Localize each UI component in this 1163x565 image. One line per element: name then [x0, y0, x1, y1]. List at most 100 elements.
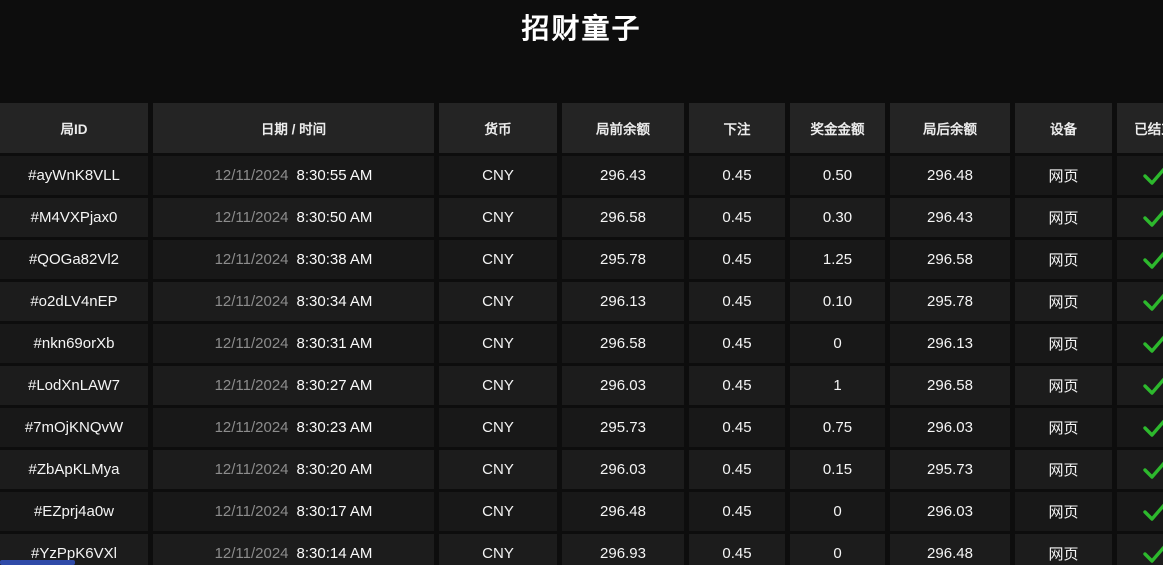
date-text: 12/11/2024 — [214, 377, 289, 394]
table-row: #EZprj4a0w 12/11/2024 8:30:17 AM CNY 296… — [0, 492, 1163, 531]
currency-cell: CNY — [439, 366, 557, 405]
round-id: #7mOjKNQvW — [24, 419, 124, 436]
settled-check-icon — [1142, 167, 1163, 185]
table-row: #YzPpK6VXl 12/11/2024 8:30:14 AM CNY 296… — [0, 534, 1163, 565]
datetime-cell: 12/11/2024 8:30:27 AM — [153, 366, 434, 405]
balance-after-cell: 295.73 — [890, 450, 1010, 489]
win-amount-cell: 0.75 — [790, 408, 885, 447]
win-amount-value: 0 — [833, 503, 842, 520]
column-header-label: 设备 — [1050, 122, 1077, 137]
win-amount-value: 0.15 — [822, 461, 853, 478]
settled-cell — [1117, 240, 1163, 279]
balance-after-value: 296.13 — [927, 335, 973, 352]
settled-cell — [1117, 450, 1163, 489]
round-id: #nkn69orXb — [33, 335, 115, 352]
table-row: #M4VXPjax0 12/11/2024 8:30:50 AM CNY 296… — [0, 198, 1163, 237]
balance-after-value: 295.78 — [927, 293, 973, 310]
bet-value: 0.45 — [722, 167, 752, 184]
date-text: 12/11/2024 — [214, 461, 289, 478]
time-text: 8:30:38 AM — [296, 251, 373, 268]
settled-check-icon — [1142, 293, 1163, 311]
datetime-cell: 12/11/2024 8:30:55 AM — [153, 156, 434, 195]
balance-after-cell: 296.58 — [890, 240, 1010, 279]
datetime-cell: 12/11/2024 8:30:23 AM — [153, 408, 434, 447]
settled-check-icon — [1142, 335, 1163, 353]
currency-cell: CNY — [439, 282, 557, 321]
device-text: 网页 — [1048, 462, 1079, 479]
device-cell: 网页 — [1015, 324, 1112, 363]
round-id-cell: #QOGa82Vl2 — [0, 240, 148, 279]
settled-cell — [1117, 492, 1163, 531]
currency-text: CNY — [482, 419, 514, 436]
currency-cell: CNY — [439, 492, 557, 531]
settled-check-icon — [1142, 377, 1163, 395]
currency-text: CNY — [482, 545, 514, 562]
currency-text: CNY — [482, 377, 514, 394]
column-header-label: 货币 — [484, 122, 512, 137]
round-id-cell: #7mOjKNQvW — [0, 408, 148, 447]
balance-after-cell: 296.03 — [890, 408, 1010, 447]
settled-cell — [1117, 408, 1163, 447]
balance-before-cell: 296.58 — [562, 324, 684, 363]
bet-cell: 0.45 — [689, 324, 785, 363]
win-amount-value: 1 — [833, 377, 842, 394]
win-amount-cell: 0.10 — [790, 282, 885, 321]
round-id-cell: #M4VXPjax0 — [0, 198, 148, 237]
bet-cell: 0.45 — [689, 156, 785, 195]
device-text: 网页 — [1048, 546, 1079, 563]
balance-after-value: 296.03 — [927, 503, 973, 520]
datetime-cell: 12/11/2024 8:30:38 AM — [153, 240, 434, 279]
horizontal-scrollbar-thumb[interactable] — [0, 560, 75, 565]
table-row: #o2dLV4nEP 12/11/2024 8:30:34 AM CNY 296… — [0, 282, 1163, 321]
balance-before-cell: 295.73 — [562, 408, 684, 447]
time-text: 8:30:50 AM — [296, 209, 373, 226]
win-amount-value: 1.25 — [822, 251, 853, 268]
win-amount-cell: 0 — [790, 534, 885, 565]
settled-cell — [1117, 366, 1163, 405]
device-text: 网页 — [1048, 252, 1079, 269]
round-id: #ZbApKLMya — [28, 461, 120, 478]
balance-before-value: 296.03 — [600, 377, 646, 394]
time-text: 8:30:14 AM — [296, 545, 373, 562]
settled-cell — [1117, 156, 1163, 195]
balance-after-value: 296.03 — [927, 419, 973, 436]
round-id-cell: #LodXnLAW7 — [0, 366, 148, 405]
balance-after-value: 296.58 — [927, 377, 973, 394]
device-text: 网页 — [1048, 378, 1079, 395]
round-id-cell: #YzPpK6VXl — [0, 534, 148, 565]
device-text: 网页 — [1048, 420, 1079, 437]
balance-after-value: 295.73 — [927, 461, 973, 478]
balance-after-cell: 296.03 — [890, 492, 1010, 531]
column-header-device: 设备 — [1015, 103, 1112, 153]
round-id: #EZprj4a0w — [33, 503, 115, 520]
balance-before-cell: 296.43 — [562, 156, 684, 195]
settled-cell — [1117, 534, 1163, 565]
settled-check-icon — [1142, 251, 1163, 269]
currency-cell: CNY — [439, 534, 557, 565]
win-amount-cell: 1 — [790, 366, 885, 405]
balance-after-value: 296.48 — [927, 545, 973, 562]
round-id: #ayWnK8VLL — [28, 167, 120, 184]
time-text: 8:30:17 AM — [296, 503, 373, 520]
bet-cell: 0.45 — [689, 492, 785, 531]
device-text: 网页 — [1048, 294, 1079, 311]
date-text: 12/11/2024 — [214, 419, 289, 436]
bet-value: 0.45 — [722, 293, 752, 310]
round-id: #M4VXPjax0 — [30, 209, 118, 226]
win-amount-value: 0 — [833, 335, 842, 352]
settled-cell — [1117, 282, 1163, 321]
balance-before-cell: 296.03 — [562, 366, 684, 405]
balance-before-cell: 295.78 — [562, 240, 684, 279]
win-amount-cell: 0 — [790, 324, 885, 363]
currency-text: CNY — [482, 209, 514, 226]
balance-before-cell: 296.93 — [562, 534, 684, 565]
win-amount-value: 0.10 — [822, 293, 853, 310]
column-header-bet: 下注 — [689, 103, 785, 153]
settled-check-icon — [1142, 419, 1163, 437]
column-header-currency: 货币 — [439, 103, 557, 153]
bet-cell: 0.45 — [689, 366, 785, 405]
settled-cell — [1117, 324, 1163, 363]
datetime-cell: 12/11/2024 8:30:17 AM — [153, 492, 434, 531]
bet-cell: 0.45 — [689, 450, 785, 489]
bet-value: 0.45 — [722, 251, 752, 268]
